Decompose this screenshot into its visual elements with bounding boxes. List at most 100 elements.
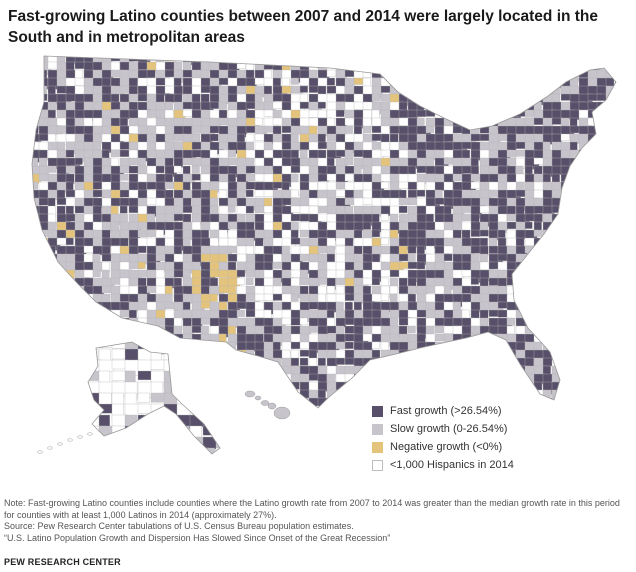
county-under xyxy=(605,301,614,311)
county-under xyxy=(227,405,241,408)
county-slow xyxy=(209,405,221,408)
county-slow xyxy=(119,165,131,174)
county-fast xyxy=(506,389,515,401)
county-fast xyxy=(560,56,576,67)
county-slow xyxy=(407,381,419,390)
county-fast xyxy=(605,333,616,347)
county-slow xyxy=(74,341,83,352)
county-fast xyxy=(353,373,368,385)
county-fast xyxy=(614,85,616,99)
county-under xyxy=(569,389,583,403)
county-fast xyxy=(416,69,427,78)
county-negative xyxy=(200,357,211,371)
county-slow xyxy=(88,370,101,381)
county-fast xyxy=(605,141,616,150)
county-slow xyxy=(398,213,408,223)
county-under xyxy=(398,77,407,89)
county-slow xyxy=(128,157,140,166)
county-fast xyxy=(272,389,282,397)
county-negative xyxy=(596,293,607,303)
county-under xyxy=(605,213,614,221)
county-fast xyxy=(479,77,491,85)
county-slow xyxy=(614,397,616,407)
county-slow xyxy=(515,181,525,192)
county-under xyxy=(542,56,551,67)
county-slow xyxy=(569,261,579,273)
island xyxy=(67,438,73,442)
county-slow xyxy=(578,317,593,329)
county-under xyxy=(317,285,327,295)
county-fast xyxy=(344,405,356,408)
county-fast xyxy=(479,237,488,247)
county-under xyxy=(74,349,88,359)
legend-swatch-slow xyxy=(372,423,383,435)
county-fast xyxy=(614,101,616,115)
county-fast xyxy=(488,85,502,96)
county-slow xyxy=(56,389,72,401)
county-slow xyxy=(416,77,426,90)
county-fast xyxy=(569,197,584,211)
county-fast xyxy=(173,229,184,239)
county-slow xyxy=(227,341,236,349)
county-slow xyxy=(416,61,426,75)
county-fast xyxy=(506,141,517,152)
county-slow xyxy=(218,117,229,126)
county-slow xyxy=(83,405,94,408)
county-fast xyxy=(470,117,480,125)
county-fast xyxy=(470,357,480,367)
county-fast xyxy=(461,373,475,382)
county-fast xyxy=(578,197,594,209)
county-fast xyxy=(605,373,615,382)
county-slow xyxy=(92,325,107,338)
county-under xyxy=(227,365,242,377)
county-fast xyxy=(569,157,584,166)
county-under xyxy=(137,109,148,119)
county-slow xyxy=(299,56,312,64)
county-fast xyxy=(524,61,537,72)
county-fast xyxy=(452,189,463,199)
county-fast xyxy=(281,141,292,150)
county-slow xyxy=(479,373,492,381)
county-fast xyxy=(380,56,390,67)
county-slow xyxy=(290,77,299,85)
county-slow xyxy=(614,133,616,141)
county-slow xyxy=(506,365,515,379)
county-slow xyxy=(128,141,139,152)
county-fast xyxy=(560,269,573,282)
county-fast xyxy=(110,237,121,246)
county-under xyxy=(344,61,359,69)
county-under xyxy=(263,389,278,399)
county-slow xyxy=(362,56,374,63)
county-fast xyxy=(470,341,483,353)
county-slow xyxy=(189,381,205,393)
county-under xyxy=(461,349,474,358)
county-under xyxy=(290,189,299,198)
county-fast xyxy=(371,301,382,311)
county-fast xyxy=(65,149,75,158)
county-fast xyxy=(38,325,53,334)
county-fast xyxy=(425,389,439,400)
county-under xyxy=(263,205,273,213)
county-under xyxy=(209,221,219,231)
county-fast xyxy=(605,157,616,171)
county-slow xyxy=(146,101,157,110)
county-fast xyxy=(200,341,211,350)
county-slow xyxy=(56,301,67,312)
county-fast xyxy=(65,189,76,198)
county-under xyxy=(380,197,391,206)
county-slow xyxy=(434,253,445,263)
county-slow xyxy=(254,205,266,213)
county-fast xyxy=(335,77,346,87)
county-fast xyxy=(551,277,563,291)
county-fast xyxy=(290,397,300,408)
county-under xyxy=(236,205,247,215)
county-fast xyxy=(398,389,412,398)
county-fast xyxy=(569,301,584,315)
county-slow xyxy=(56,141,65,150)
county-fast xyxy=(299,85,308,93)
county-slow xyxy=(578,405,589,408)
county-fast xyxy=(533,285,544,299)
county-fast xyxy=(371,365,385,375)
county-fast xyxy=(434,165,445,175)
county-fast xyxy=(380,381,392,391)
